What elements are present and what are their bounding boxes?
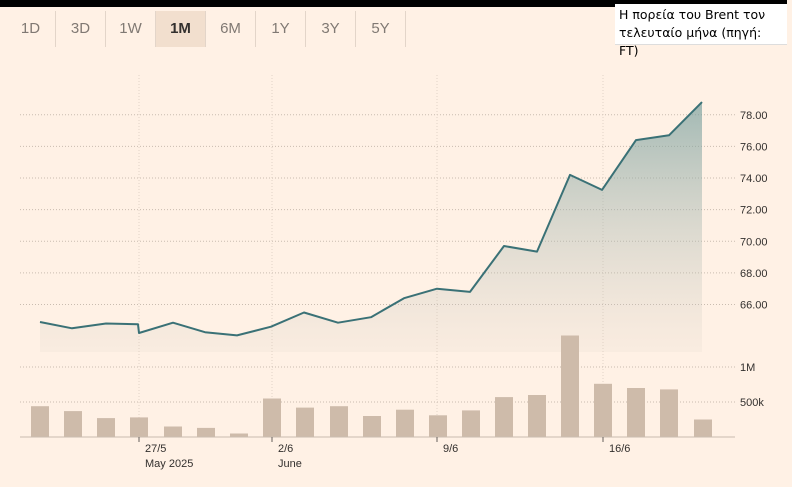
y-tick-label: 72.00 — [740, 205, 768, 217]
caption-line-1: Η πορεία του Brent τον — [619, 7, 766, 22]
tab-3y[interactable]: 3Y — [306, 11, 356, 47]
volume-bar — [627, 388, 645, 437]
volume-bar — [429, 415, 447, 437]
volume-bar — [64, 411, 82, 437]
volume-bar — [330, 406, 348, 437]
volume-bar — [296, 407, 314, 437]
y-tick-label: 76.00 — [740, 141, 768, 153]
tab-1m[interactable]: 1M — [156, 11, 206, 47]
volume-bar — [363, 416, 381, 437]
price-area — [40, 102, 702, 352]
tab-1y[interactable]: 1Y — [256, 11, 306, 47]
volume-bar — [97, 418, 115, 437]
tab-5y[interactable]: 5Y — [356, 11, 406, 47]
volume-bar — [495, 397, 513, 437]
y-axis-ticks: 66.00 68.00 70.00 72.00 74.00 76.00 78.00 500k 1… — [740, 110, 768, 409]
x-tick-month: May 2025 — [145, 458, 193, 470]
y-tick-label: 70.00 — [740, 236, 768, 248]
x-tick-month: June — [278, 458, 302, 470]
volume-bar — [594, 383, 612, 437]
top-black-bar — [0, 0, 787, 7]
y-tick-label: 66.00 — [740, 300, 768, 312]
volume-tick-label: 1M — [740, 362, 755, 374]
volume-bar — [263, 398, 281, 437]
chart-caption: Η πορεία του Brent τον τελευταίο μήνα (π… — [615, 4, 787, 58]
volume-bar — [197, 427, 215, 437]
volume-bar — [230, 433, 248, 437]
tab-1d[interactable]: 1D — [6, 11, 56, 47]
x-tick-day: 2/6 — [278, 443, 293, 455]
caption-line-2: τελευταίο μήνα (πηγή: FT) — [619, 25, 762, 58]
volume-bar — [130, 417, 148, 437]
x-tick-day: 16/6 — [609, 443, 630, 455]
volume-bar — [660, 389, 678, 437]
volume-bar — [694, 419, 712, 437]
volume-bar — [462, 410, 480, 437]
y-tick-label: 74.00 — [740, 173, 768, 185]
x-tick-day: 9/6 — [443, 443, 458, 455]
volume-bar — [561, 335, 579, 437]
volume-bar — [31, 406, 49, 437]
range-tabs: 1D 3D 1W 1M 6M 1Y 3Y 5Y — [6, 11, 406, 47]
y-tick-label: 78.00 — [740, 110, 768, 122]
price-line — [39, 101, 703, 337]
volume-bar — [164, 426, 182, 437]
x-axis-ticks: 27/5 May 2025 2/6 June 9/6 16/6 — [20, 436, 735, 470]
volume-bars — [31, 335, 712, 437]
grid-lines — [20, 75, 735, 437]
x-tick-day: 27/5 — [145, 443, 166, 455]
volume-tick-label: 500k — [740, 397, 764, 409]
price-area-fill — [40, 102, 702, 352]
tab-1w[interactable]: 1W — [106, 11, 156, 47]
y-tick-label: 68.00 — [740, 268, 768, 280]
volume-bar — [528, 395, 546, 437]
price-line-layer — [39, 101, 703, 337]
tab-6m[interactable]: 6M — [206, 11, 256, 47]
volume-bar — [396, 409, 414, 437]
tab-3d[interactable]: 3D — [56, 11, 106, 47]
